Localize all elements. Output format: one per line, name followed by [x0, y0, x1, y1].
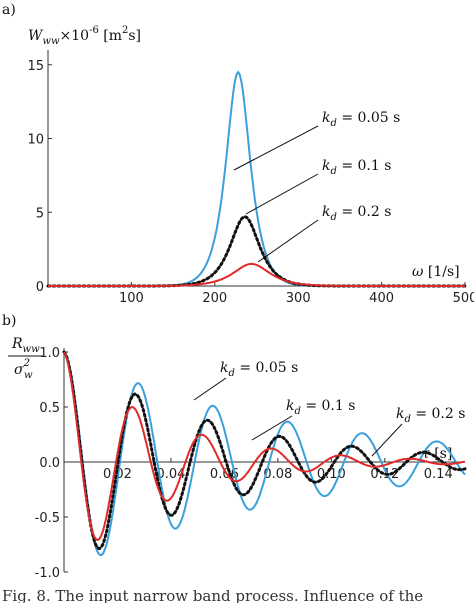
chart-b-series-labels: kd = 0.05 s kd = 0.1 s kd = 0.2 s [193, 360, 465, 457]
chart-a-label-leader-0 [233, 125, 319, 171]
chart-a-series [46, 70, 467, 288]
chart-b-series-label-0: kd = 0.05 s [220, 360, 298, 379]
chart-b-ylabel-denominator: σ2 w [14, 358, 33, 381]
chart-b-y-tick-label: 0.0 [39, 456, 60, 471]
chart-b: b) Rww σ2 w τ [s] 0.02 0.04 0.06 0.08 0.10 0.1… [2, 313, 467, 581]
chart-a-y-tick-label: 10 [27, 133, 44, 148]
chart-b-series-line-0 [63, 351, 466, 556]
chart-b-axes: 0.02 0.04 0.06 0.08 0.10 0.12 0.141.00.50.0-0.… [35, 346, 465, 581]
chart-a-series-line-1 [46, 215, 467, 288]
chart-a-x-tick-label: 100 [119, 291, 144, 306]
chart-b-x-tick-label: 0.08 [263, 467, 292, 482]
chart-b-y-tick-label: -0.5 [35, 511, 60, 526]
panel-a-label: a) [2, 2, 16, 18]
chart-b-xlabel: τ [s] [422, 446, 452, 462]
chart-a-label-leader-2 [257, 219, 319, 263]
chart-a-series-line-0 [48, 70, 465, 287]
chart-a-xlabel: ω [1/s] [412, 264, 460, 280]
panel-b-label: b) [2, 313, 16, 329]
chart-a-y-tick-label: 5 [36, 206, 44, 221]
chart-b-series-line-2 [63, 351, 466, 542]
chart-b-label-leader-1 [251, 415, 293, 441]
chart-b-ylabel-numerator: Rww [11, 336, 40, 355]
chart-a-series-label-2: kd = 0.2 s [322, 204, 391, 223]
chart-a-y-tick-label: 0 [36, 280, 44, 295]
chart-a-series-labels: kd = 0.05 s kd = 0.1 s kd = 0.2 s [233, 110, 400, 263]
chart-a-x-tick-label: 300 [286, 291, 311, 306]
chart-a-series-line-2 [48, 262, 465, 287]
chart-b-series-line-1 [62, 350, 467, 551]
chart-b-y-tick-label: 0.5 [39, 401, 60, 416]
chart-a-axes: 100 200 300 400 500 0 5 10 15 [27, 50, 474, 306]
chart-b-x-tick-label: 0.14 [424, 467, 453, 482]
chart-b-x-tick-label: 0.04 [156, 467, 185, 482]
chart-b-y-tick-label: 1.0 [39, 346, 60, 361]
chart-a-x-tick-label: 500 [453, 291, 474, 306]
chart-b-label-leader-0 [193, 377, 227, 401]
figure-caption: Fig. 8. The input narrow band process. I… [2, 587, 423, 603]
chart-a-x-tick-label: 200 [202, 291, 227, 306]
chart-a: a) Www×10-6 [m2s] ω [1/s] 100 200 300 400 50… [2, 2, 474, 306]
chart-a-x-tick-label: 400 [369, 291, 394, 306]
chart-a-y-tick-label: 15 [27, 59, 44, 74]
chart-b-label-leader-2 [371, 423, 403, 457]
chart-b-series-label-1: kd = 0.1 s [286, 398, 355, 417]
chart-b-series [62, 350, 467, 556]
chart-a-series-label-1: kd = 0.1 s [322, 158, 391, 177]
chart-a-label-leader-1 [245, 173, 319, 215]
chart-a-series-label-0: kd = 0.05 s [322, 110, 400, 129]
chart-b-series-label-2: kd = 0.2 s [396, 406, 465, 425]
chart-b-y-tick-label: -1.0 [35, 566, 60, 581]
chart-b-ylabel: Rww σ2 w [8, 336, 44, 381]
chart-a-ylabel: Www×10-6 [m2s] [28, 25, 141, 47]
